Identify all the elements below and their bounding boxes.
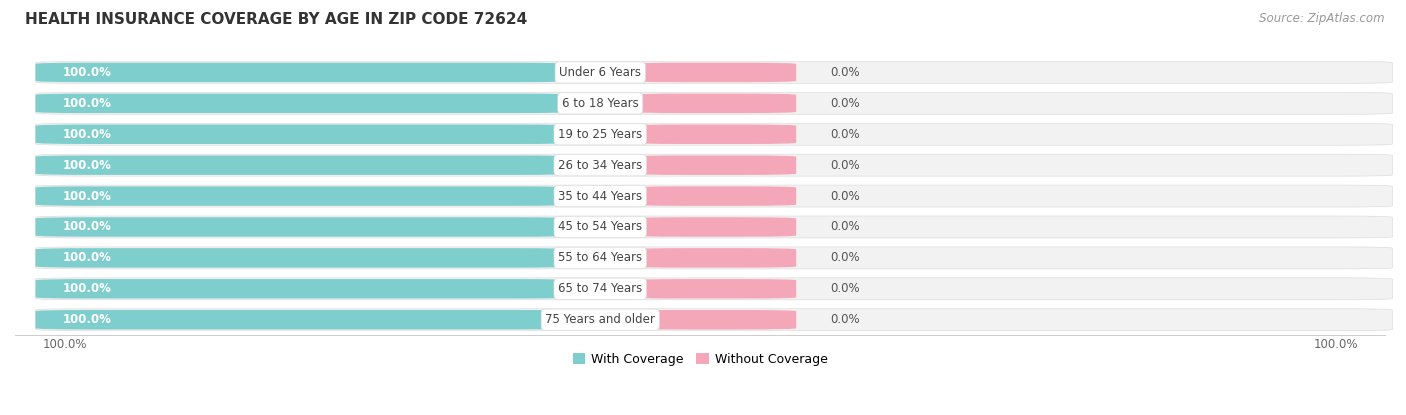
Text: 0.0%: 0.0% — [831, 128, 860, 141]
FancyBboxPatch shape — [35, 93, 1392, 114]
Text: 0.0%: 0.0% — [831, 66, 860, 79]
FancyBboxPatch shape — [631, 94, 796, 113]
FancyBboxPatch shape — [35, 247, 1392, 269]
Text: 100.0%: 100.0% — [1313, 338, 1358, 351]
Text: 0.0%: 0.0% — [831, 251, 860, 264]
Text: 75 Years and older: 75 Years and older — [546, 313, 655, 326]
Text: 35 to 44 Years: 35 to 44 Years — [558, 190, 643, 203]
Text: 100.0%: 100.0% — [63, 159, 112, 172]
Text: Source: ZipAtlas.com: Source: ZipAtlas.com — [1260, 12, 1385, 25]
Text: 100.0%: 100.0% — [63, 220, 112, 234]
FancyBboxPatch shape — [35, 61, 1392, 83]
FancyBboxPatch shape — [631, 279, 796, 298]
FancyBboxPatch shape — [35, 186, 569, 206]
FancyBboxPatch shape — [631, 310, 796, 330]
FancyBboxPatch shape — [35, 216, 1392, 238]
FancyBboxPatch shape — [631, 156, 796, 175]
Text: 0.0%: 0.0% — [831, 282, 860, 295]
Text: 0.0%: 0.0% — [831, 190, 860, 203]
Text: 100.0%: 100.0% — [42, 338, 87, 351]
FancyBboxPatch shape — [631, 63, 796, 82]
Legend: With Coverage, Without Coverage: With Coverage, Without Coverage — [568, 348, 832, 371]
FancyBboxPatch shape — [35, 248, 569, 268]
Text: HEALTH INSURANCE COVERAGE BY AGE IN ZIP CODE 72624: HEALTH INSURANCE COVERAGE BY AGE IN ZIP … — [25, 12, 527, 27]
FancyBboxPatch shape — [631, 186, 796, 206]
Text: 45 to 54 Years: 45 to 54 Years — [558, 220, 643, 234]
Text: 26 to 34 Years: 26 to 34 Years — [558, 159, 643, 172]
Text: Under 6 Years: Under 6 Years — [560, 66, 641, 79]
Text: 65 to 74 Years: 65 to 74 Years — [558, 282, 643, 295]
Text: 55 to 64 Years: 55 to 64 Years — [558, 251, 643, 264]
Text: 19 to 25 Years: 19 to 25 Years — [558, 128, 643, 141]
Text: 0.0%: 0.0% — [831, 220, 860, 234]
Text: 100.0%: 100.0% — [63, 128, 112, 141]
FancyBboxPatch shape — [35, 124, 569, 144]
Text: 0.0%: 0.0% — [831, 313, 860, 326]
Text: 0.0%: 0.0% — [831, 159, 860, 172]
FancyBboxPatch shape — [631, 124, 796, 144]
FancyBboxPatch shape — [631, 248, 796, 268]
FancyBboxPatch shape — [35, 217, 569, 237]
FancyBboxPatch shape — [35, 123, 1392, 145]
FancyBboxPatch shape — [35, 156, 569, 175]
Text: 100.0%: 100.0% — [63, 66, 112, 79]
FancyBboxPatch shape — [35, 279, 569, 298]
Text: 0.0%: 0.0% — [831, 97, 860, 110]
FancyBboxPatch shape — [35, 185, 1392, 207]
FancyBboxPatch shape — [35, 63, 569, 82]
FancyBboxPatch shape — [35, 154, 1392, 176]
FancyBboxPatch shape — [35, 309, 1392, 331]
Text: 100.0%: 100.0% — [63, 190, 112, 203]
Text: 6 to 18 Years: 6 to 18 Years — [562, 97, 638, 110]
FancyBboxPatch shape — [35, 278, 1392, 300]
FancyBboxPatch shape — [35, 94, 569, 113]
Text: 100.0%: 100.0% — [63, 97, 112, 110]
Text: 100.0%: 100.0% — [63, 251, 112, 264]
FancyBboxPatch shape — [631, 217, 796, 237]
Text: 100.0%: 100.0% — [63, 282, 112, 295]
FancyBboxPatch shape — [35, 310, 569, 330]
Text: 100.0%: 100.0% — [63, 313, 112, 326]
